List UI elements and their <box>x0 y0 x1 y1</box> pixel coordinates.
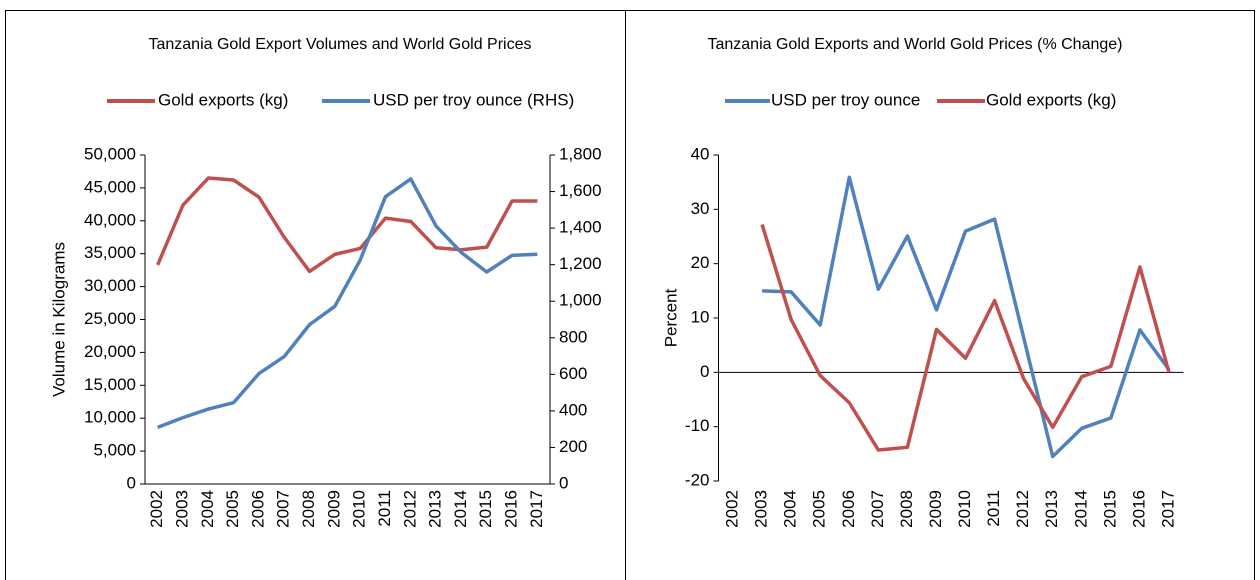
x-tick-label: 2014 <box>1071 490 1090 528</box>
chart-title: Tanzania Gold Exports and World Gold Pri… <box>707 36 1122 53</box>
legend-label: Gold exports (kg) <box>986 90 1116 109</box>
x-tick-label: 2006 <box>839 490 858 528</box>
x-tick-label: 2008 <box>897 490 916 528</box>
x-tick-label: 2013 <box>1042 490 1061 528</box>
series-line <box>156 176 538 274</box>
x-tick-label: 2004 <box>781 490 800 528</box>
legend-label: USD per troy ounce <box>771 90 920 109</box>
y-tick-label: 0 <box>700 362 709 381</box>
x-tick-label: 2009 <box>926 490 945 528</box>
legend-label: USD per troy ounce (RHS) <box>373 90 574 109</box>
x-tick-label: 2010 <box>350 490 369 528</box>
y2-tick-label: 1,000 <box>559 291 602 310</box>
x-tick-label: 2007 <box>274 490 293 528</box>
series-line <box>760 224 1171 452</box>
y-tick-label: 20,000 <box>84 342 136 361</box>
y-tick-label: 25,000 <box>84 309 136 328</box>
x-tick-label: 2016 <box>502 490 521 528</box>
x-tick-label: 2005 <box>810 490 829 528</box>
x-tick-label: 2016 <box>1129 490 1148 528</box>
x-tick-label: 2008 <box>299 490 318 528</box>
y2-tick-label: 1,400 <box>559 218 602 237</box>
y-tick-label: 40,000 <box>84 210 136 229</box>
x-tick-label: 2012 <box>1013 490 1032 528</box>
y2-tick-label: 200 <box>559 437 587 456</box>
y2-tick-label: 800 <box>559 327 587 346</box>
x-tick-label: 2011 <box>984 490 1003 527</box>
x-tick-label: 2003 <box>172 490 191 528</box>
x-tick-label: 2015 <box>476 490 495 528</box>
y-tick-label: 5,000 <box>93 441 136 460</box>
x-tick-label: 2003 <box>752 490 771 528</box>
x-tick-label: 2005 <box>223 490 242 528</box>
y2-tick-label: 1,600 <box>559 181 602 200</box>
x-tick-label: 2007 <box>868 490 887 528</box>
x-tick-label: 2002 <box>723 490 742 528</box>
x-tick-label: 2014 <box>451 490 470 528</box>
y2-tick-label: 0 <box>559 473 568 492</box>
y2-tick-label: 400 <box>559 400 587 419</box>
y-axis-label: Percent <box>661 288 680 347</box>
y-tick-label: 30,000 <box>84 276 136 295</box>
frame <box>5 10 1255 580</box>
y-tick-label: 10 <box>691 307 710 326</box>
legend-label: Gold exports (kg) <box>158 90 288 109</box>
y-tick-label: 45,000 <box>84 177 136 196</box>
y-tick-label: -10 <box>685 416 710 435</box>
y2-tick-label: 600 <box>559 364 587 383</box>
chart-title: Tanzania Gold Export Volumes and World G… <box>148 36 531 53</box>
x-tick-label: 2002 <box>147 490 166 528</box>
y-tick-label: 35,000 <box>84 243 136 262</box>
x-tick-label: 2012 <box>400 490 419 528</box>
x-tick-label: 2017 <box>1158 490 1177 528</box>
y-tick-label: 30 <box>691 199 710 218</box>
y-tick-label: 20 <box>691 253 710 272</box>
x-tick-label: 2004 <box>198 490 217 528</box>
x-tick-label: 2006 <box>248 490 267 528</box>
y-tick-label: 15,000 <box>84 375 136 394</box>
series-line <box>157 177 538 429</box>
x-tick-label: 2011 <box>375 490 394 527</box>
y-axis-label: Volume in Kilograms <box>49 242 68 397</box>
x-tick-label: 2009 <box>324 490 343 528</box>
y-tick-label: -20 <box>685 470 710 489</box>
x-tick-label: 2013 <box>426 490 445 528</box>
y-tick-label: 0 <box>127 473 136 492</box>
y2-tick-label: 1,800 <box>559 144 602 163</box>
x-tick-label: 2015 <box>1100 490 1119 528</box>
x-tick-label: 2010 <box>955 490 974 528</box>
y-tick-label: 40 <box>691 144 710 163</box>
y-tick-label: 50,000 <box>84 144 136 163</box>
y-tick-label: 10,000 <box>84 408 136 427</box>
y2-tick-label: 1,200 <box>559 254 602 273</box>
x-tick-label: 2017 <box>527 490 546 528</box>
series-line <box>762 175 1171 459</box>
